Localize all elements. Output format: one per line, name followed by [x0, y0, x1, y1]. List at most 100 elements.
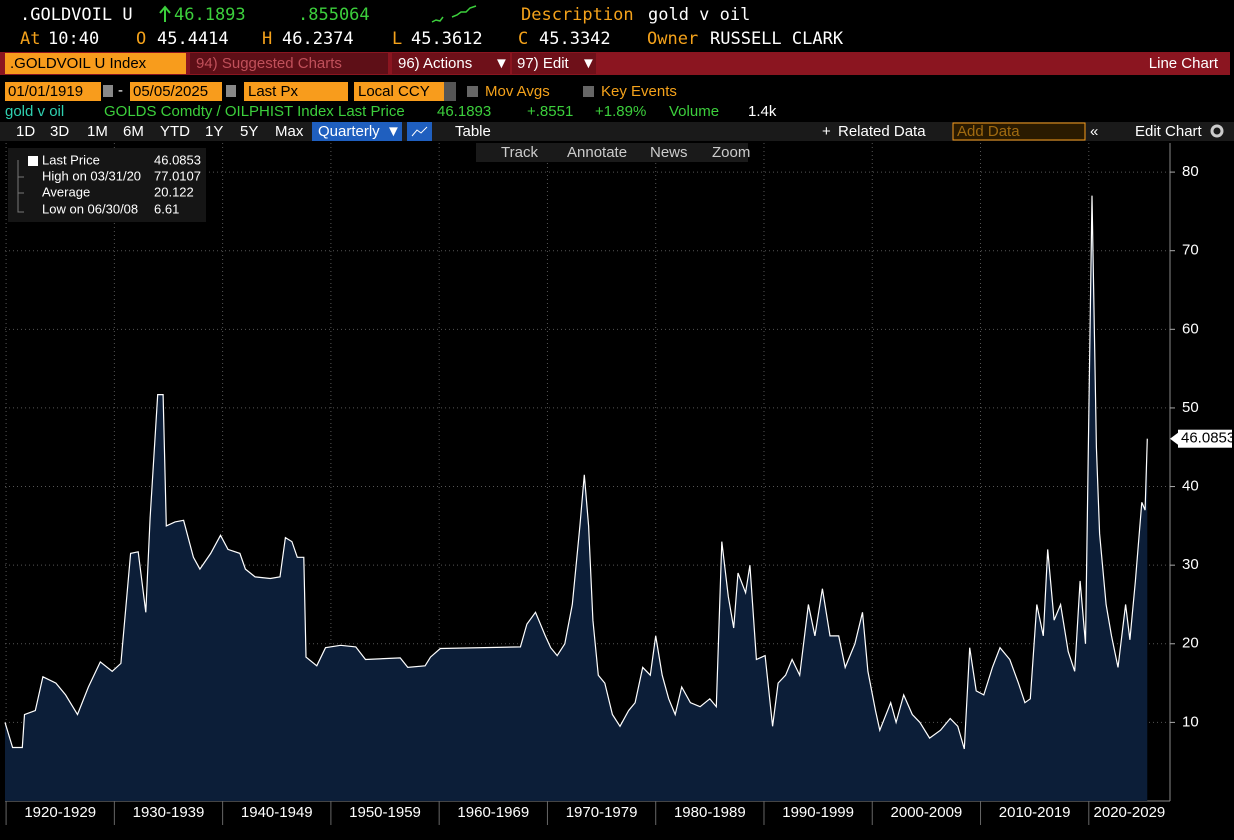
tool[interactable]: Zoom	[712, 144, 750, 161]
last: 46.1893	[174, 5, 246, 25]
suggested[interactable]: 94) Suggested Charts	[196, 55, 342, 72]
period[interactable]: 1Y	[205, 123, 223, 140]
close: 45.3342	[539, 29, 611, 49]
edit[interactable]: 97) Edit	[517, 55, 570, 72]
high: 46.2374	[282, 29, 354, 49]
change: .855064	[298, 5, 370, 25]
toolbar: Quarterly ▼ Table + Related Data Add Dat…	[0, 122, 1234, 141]
low: 45.3612	[411, 29, 483, 49]
security[interactable]: .GOLDVOIL U Index	[10, 55, 147, 72]
x-tick-label: 1930-1939	[133, 804, 205, 821]
period[interactable]: 6M	[123, 123, 144, 140]
y-tick-label: 30	[1182, 556, 1199, 573]
toolbar-bg	[0, 122, 1234, 141]
x-tick-label: 1980-1989	[674, 804, 746, 821]
dropdown[interactable]	[444, 82, 456, 101]
source: GOLDS Comdty / OILPHIST Index Last Price	[104, 103, 405, 120]
currency[interactable]: Local CCY	[358, 83, 430, 100]
dash: -	[118, 82, 123, 99]
low-label: L	[392, 29, 402, 49]
frequency[interactable]: Quarterly	[318, 123, 380, 140]
period[interactable]: Max	[275, 123, 304, 140]
actions-btn[interactable]	[392, 53, 510, 74]
currency-box[interactable]	[354, 82, 444, 101]
legend-swatch	[28, 156, 38, 166]
add-data-box[interactable]	[952, 122, 1086, 141]
chart-tools: Track Annotate News Zoom	[476, 143, 750, 162]
tool[interactable]: News	[650, 144, 688, 161]
header: .GOLDVOIL U 46.1893 .855064 Description …	[20, 5, 844, 49]
period[interactable]: 1M	[87, 123, 108, 140]
add-data[interactable]: Add Data	[957, 123, 1020, 140]
legend: Last Price 46.0853 High on 03/31/20 77.0…	[8, 148, 206, 222]
mov-avgs[interactable]: Mov Avgs	[485, 83, 550, 100]
last-price-tag: 46.0853	[1181, 430, 1234, 447]
field-box[interactable]	[244, 82, 348, 101]
time: 10:40	[48, 29, 99, 49]
sparkline	[431, 5, 477, 23]
x-tick-label: 1950-1959	[349, 804, 421, 821]
checkbox[interactable]	[583, 86, 594, 97]
calendar[interactable]	[226, 85, 236, 97]
legend-value: 20.122	[154, 184, 194, 199]
period[interactable]: 1D	[16, 123, 35, 140]
owner-label: Owner	[647, 29, 698, 49]
y-tick-label: 70	[1182, 242, 1199, 259]
change: +.8551	[527, 103, 573, 120]
tools-bg	[476, 143, 748, 162]
last-price-tag-bg	[1178, 429, 1232, 448]
gear[interactable]	[1210, 124, 1224, 138]
start-date[interactable]: 01/01/1919	[8, 83, 83, 100]
collapse[interactable]: «	[1090, 123, 1098, 140]
x-tick-label: 2000-2009	[891, 804, 963, 821]
y-tick-label: 80	[1182, 163, 1199, 180]
related[interactable]: Related Data	[838, 123, 926, 140]
owner: RUSSELL CLARK	[710, 29, 844, 49]
pct-change: +1.89%	[595, 103, 646, 120]
description-label: Description	[521, 5, 634, 25]
y-tick-label: 10	[1182, 713, 1199, 730]
close-label: C	[518, 29, 528, 49]
caret: ▼	[494, 55, 509, 72]
key-events[interactable]: Key Events	[601, 83, 677, 100]
y-tick-label: 50	[1182, 399, 1199, 416]
frequency-btn[interactable]	[312, 122, 402, 141]
tool[interactable]: Annotate	[567, 144, 627, 161]
table[interactable]: Table	[455, 123, 491, 140]
period[interactable]: 5Y	[240, 123, 258, 140]
chart-kind: Line Chart	[1149, 55, 1219, 72]
period[interactable]: 3D	[50, 123, 69, 140]
legend-label: High on 03/31/20	[42, 168, 141, 183]
suggested-btn[interactable]	[190, 53, 388, 74]
plot: 10 20 30 40 50 60 70 80 1920-1929 1930-1939 1940-1…	[0, 143, 1234, 826]
axis-band	[0, 801, 1234, 826]
end-date[interactable]: 05/05/2025	[133, 83, 208, 100]
chart-icon-line	[411, 126, 428, 137]
open: 45.4414	[157, 29, 229, 49]
x-tick-label: 1990-1999	[782, 804, 854, 821]
area	[5, 195, 1148, 802]
calendar[interactable]	[103, 85, 113, 97]
checkbox[interactable]	[467, 86, 478, 97]
up-arrow	[159, 5, 171, 22]
ticker: .GOLDVOIL U	[20, 5, 133, 25]
security-box[interactable]	[5, 53, 186, 74]
legend-label: Last Price	[42, 152, 100, 167]
tool[interactable]: Track	[501, 144, 538, 161]
period[interactable]: YTD	[160, 123, 190, 140]
start-date-box[interactable]	[5, 82, 101, 101]
legend-value: 77.0107	[154, 168, 201, 183]
controls: 01/01/1919 - 05/05/2025 Last Px Local CC…	[5, 82, 677, 101]
edit-chart[interactable]: Edit Chart	[1135, 123, 1203, 140]
edit-btn[interactable]	[512, 53, 596, 74]
high-label: H	[262, 29, 272, 49]
actions[interactable]: 96) Actions	[398, 55, 472, 72]
series-name: gold v oil	[5, 103, 64, 120]
end-date-box[interactable]	[130, 82, 222, 101]
legend-label: Average	[42, 184, 90, 199]
field[interactable]: Last Px	[248, 83, 299, 100]
legend-label: Low on 06/30/08	[42, 201, 138, 216]
x-tick-label: 2020-2029	[1094, 804, 1166, 821]
open-label: O	[136, 29, 146, 49]
